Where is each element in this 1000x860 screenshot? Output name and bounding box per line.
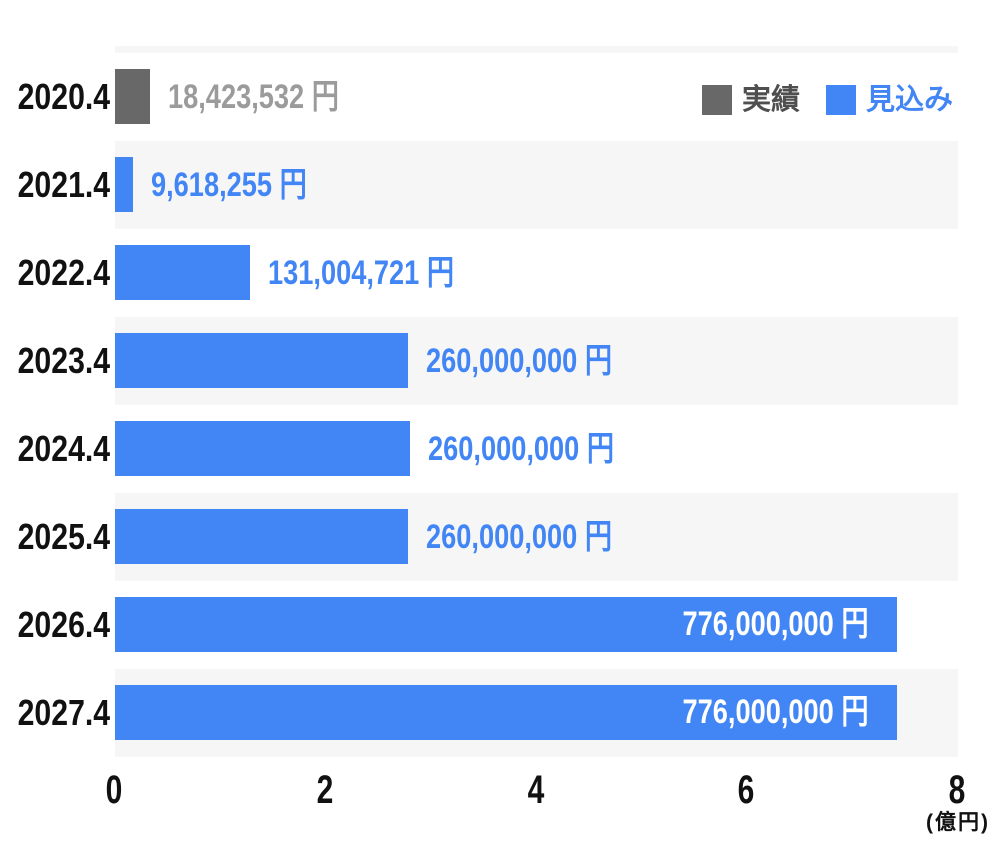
category-label: 2027.4 (17, 692, 111, 733)
chart-row-2027-4: 2027.4 776,000,000 円 (0, 669, 1000, 757)
category-label: 2023.4 (17, 340, 111, 381)
chart-row-2022-4: 2022.4 131,004,721 円 (0, 229, 1000, 317)
x-axis-tick-8: 8 (948, 768, 966, 812)
value-label: 260,000,000 円 (426, 518, 613, 556)
value-label: 776,000,000 円 (682, 693, 869, 731)
legend-label-actual: 実績 (742, 84, 801, 116)
chart-row-2025-4: 2025.4 260,000,000 円 (0, 493, 1000, 581)
chart-row-2026-4: 2026.4 776,000,000 円 (0, 581, 1000, 669)
value-label: 260,000,000 円 (426, 342, 613, 380)
chart-row-2023-4: 2023.4 260,000,000 円 (0, 317, 1000, 405)
category-label: 2026.4 (17, 604, 111, 645)
bar-2021-4 (115, 157, 133, 212)
category-label: 2022.4 (17, 252, 111, 293)
value-label: 260,000,000 円 (428, 430, 615, 468)
bar-2027-4: 776,000,000 円 (115, 685, 897, 740)
x-axis-unit-label: (億円) (926, 811, 990, 834)
legend-swatch-forecast-icon (826, 85, 857, 115)
chart-row-2024-4: 2024.4 260,000,000 円 (0, 405, 1000, 493)
chart-row-2021-4: 2021.4 9,618,255 円 (0, 141, 1000, 229)
value-label: 18,423,532 円 (168, 78, 339, 116)
bar-2023-4 (115, 333, 408, 388)
legend-swatch-actual-icon (702, 85, 732, 115)
plot-top-strip (115, 46, 958, 53)
category-label: 2024.4 (17, 428, 111, 469)
bar-2026-4: 776,000,000 円 (115, 597, 897, 652)
value-label: 9,618,255 円 (151, 166, 307, 204)
value-label: 131,004,721 円 (268, 254, 455, 292)
bar-2022-4 (115, 245, 250, 300)
category-label: 2025.4 (17, 516, 111, 557)
x-axis-tick-0: 0 (105, 768, 123, 812)
chart-row-2020-4: 2020.4 18,423,532 円 (0, 53, 1000, 141)
bar-2024-4 (115, 421, 410, 476)
category-label: 2021.4 (17, 164, 111, 205)
legend-item-actual: 実績 (702, 85, 800, 115)
x-axis-tick-4: 4 (527, 768, 544, 812)
legend: 実績 見込み (702, 85, 953, 115)
legend-item-forecast: 見込み (826, 85, 953, 115)
bar-2025-4 (115, 509, 408, 564)
category-label: 2020.4 (17, 76, 111, 117)
x-axis-tick-6: 6 (737, 768, 755, 812)
value-label: 776,000,000 円 (682, 605, 869, 643)
legend-label-forecast: 見込み (866, 84, 954, 116)
x-axis-tick-2: 2 (316, 768, 334, 812)
bar-2020-4 (115, 69, 150, 124)
row-stripe (115, 141, 958, 229)
